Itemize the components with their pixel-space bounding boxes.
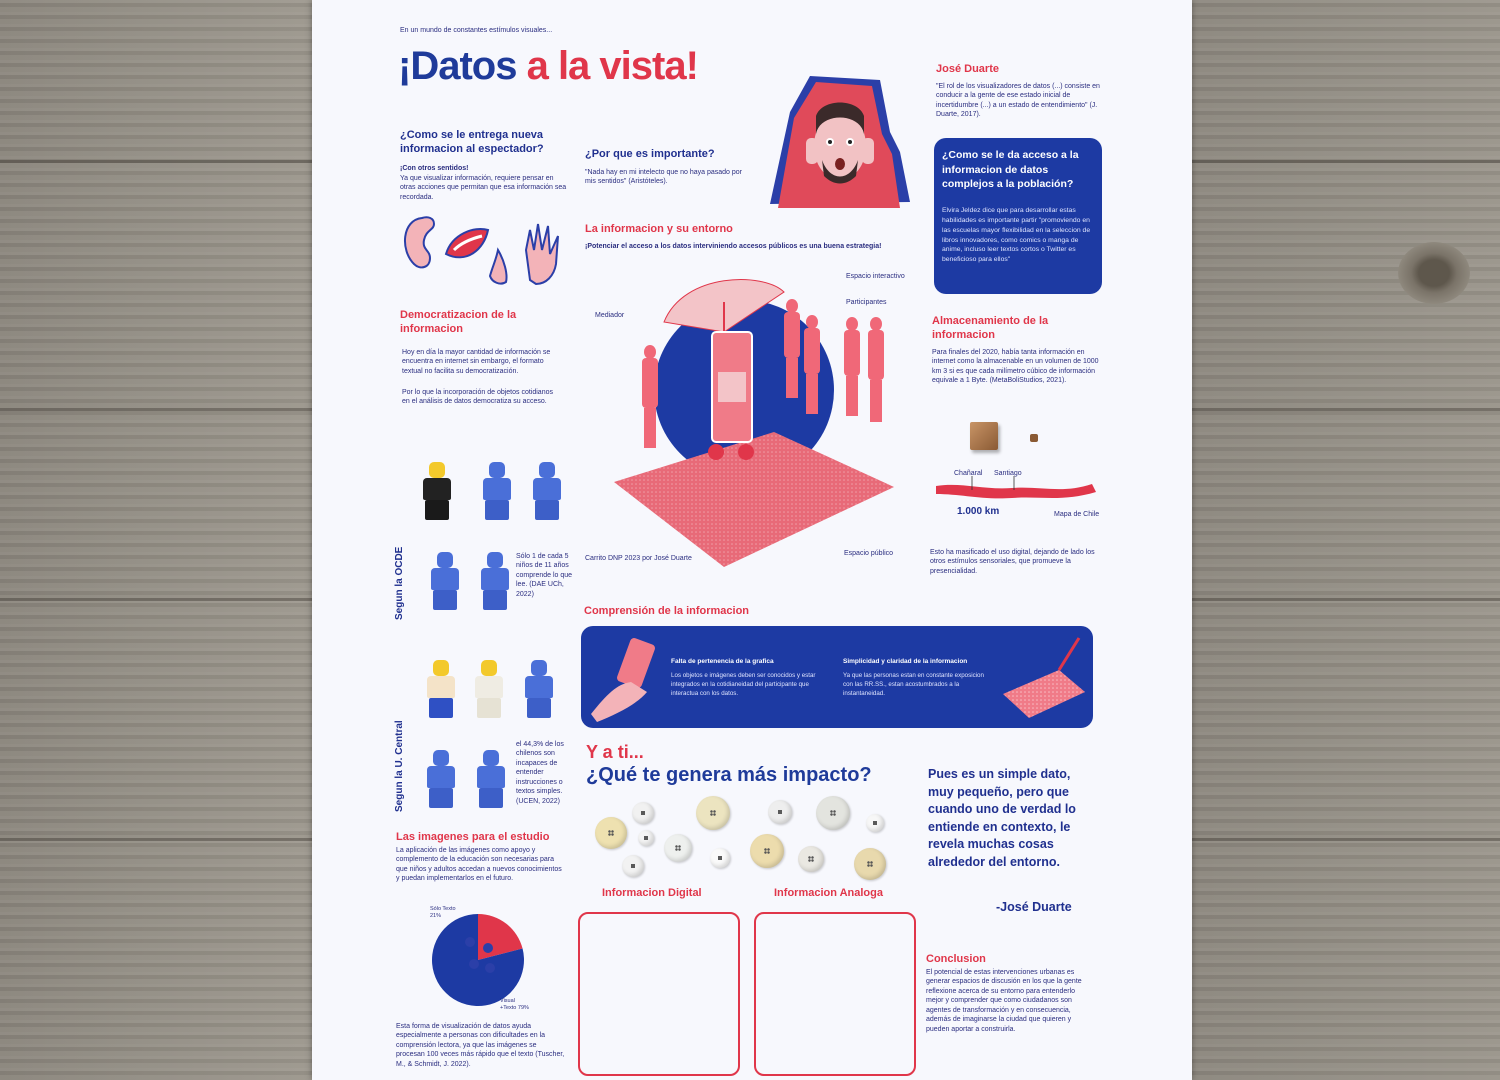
imagenes-heading: Las imagenes para el estudio xyxy=(396,831,550,843)
lego-figure-blue xyxy=(428,552,462,610)
pie-button-hole xyxy=(483,943,493,953)
sewing-button xyxy=(854,848,886,880)
nose-icon xyxy=(488,247,508,285)
pie-button-hole xyxy=(465,937,475,947)
comprension-heading: Comprensión de la informacion xyxy=(584,605,750,617)
grid-pan-icon xyxy=(1003,637,1085,718)
imagenes-body: La aplicación de las imágenes como apoyo… xyxy=(396,847,562,883)
lego-figure-blue xyxy=(478,552,512,610)
access-heading: ¿Como se le da acceso a la informacion d… xyxy=(942,149,1079,191)
cart-credit: Carrito DNP 2023 por José Duarte xyxy=(585,555,692,562)
chile-map xyxy=(936,476,1096,499)
democratizacion-heading: Democratizacion de la informacion xyxy=(400,309,517,336)
label-interactivo: Espacio interactivo xyxy=(846,273,905,280)
comprension-box: Falta de pertenencia de la grafica Los o… xyxy=(581,626,1093,728)
access-body: Elvira Jeldez dice que para desarrollar … xyxy=(942,207,1091,264)
title-part1: ¡Datos xyxy=(398,44,517,88)
sewing-button xyxy=(816,796,850,830)
lego-figure-blue xyxy=(424,750,458,808)
q1-heading: ¿Como se le entrega nueva informacion al… xyxy=(400,129,544,156)
comprension-right-body: Ya que las personas estan en constante e… xyxy=(843,672,984,697)
conclusion-body: El potencial de estas intervenciones urb… xyxy=(926,969,1082,1033)
pie-label-a: Sólo Texto 21% xyxy=(430,906,456,920)
sewing-button xyxy=(710,848,730,868)
poster: En un mundo de constantes estímulos visu… xyxy=(312,0,1192,1080)
label-publico: Espacio público xyxy=(844,550,894,557)
digital-frame[interactable] xyxy=(578,912,740,1076)
pie-label-b: Visual +Texto 79% xyxy=(500,998,529,1012)
lego-figure-blue xyxy=(480,462,514,520)
cart-illustration xyxy=(614,279,894,567)
author-quote: "El rol de los visualizadores de datos (… xyxy=(936,83,1100,119)
label-digital: Informacion Digital xyxy=(602,887,702,899)
senses-illustration xyxy=(403,216,559,286)
comprension-right-title: Simplicidad y claridad de la informacion xyxy=(843,658,968,665)
wood-knot xyxy=(1398,242,1470,304)
mouth-icon xyxy=(444,228,490,259)
map-caption: Mapa de Chile xyxy=(1054,511,1100,518)
ocde-text: Sólo 1 de cada 5 niños de 11 años compre… xyxy=(516,553,573,598)
pie-button-hole xyxy=(469,959,479,969)
lego-figure-real xyxy=(420,462,454,520)
imagenes-footer: Esta forma de visualización de datos ayu… xyxy=(396,1023,565,1068)
lego-figure-blue xyxy=(530,462,564,520)
pie-slice-visual-texto xyxy=(432,914,524,1006)
map-label-chanaral: Chañaral xyxy=(954,470,983,477)
sewing-button xyxy=(664,834,692,862)
pie-chart xyxy=(432,914,524,1006)
sewing-button xyxy=(638,830,654,846)
right-quote: Pues es un simple dato, muy pequeño, per… xyxy=(928,767,1076,869)
label-mediador: Mediador xyxy=(595,312,625,319)
lego-figure-blue xyxy=(522,660,556,718)
ocde-side-label: Segun la OCDE xyxy=(394,546,405,620)
access-box: ¿Como se le da acceso a la informacion d… xyxy=(934,138,1102,294)
central-text: el 44,3% de los chilenos son incapaces d… xyxy=(516,741,564,805)
entorno-sub: ¡Potenciar el acceso a los datos intervi… xyxy=(585,243,882,250)
q1-sub: ¡Con otros sentidos! xyxy=(400,165,469,172)
pie-button-hole xyxy=(485,963,495,973)
comprension-left-title: Falta de pertenencia de la grafica xyxy=(671,658,774,665)
sewing-button xyxy=(696,796,730,830)
analoga-frame[interactable] xyxy=(754,912,916,1076)
ear-icon xyxy=(403,216,436,269)
q2-heading: ¿Por que es importante? xyxy=(585,148,715,160)
central-side-label: Segun la U. Central xyxy=(394,720,405,812)
sewing-button xyxy=(798,846,824,872)
conclusion-heading: Conclusion xyxy=(926,953,986,965)
democratizacion-p1: Hoy en día la mayor cantidad de informac… xyxy=(402,349,551,375)
democratizacion-p2: Por lo que la incorporación de objetos c… xyxy=(402,389,553,406)
hand-icon xyxy=(524,223,559,286)
sewing-button xyxy=(622,855,644,877)
author-portrait xyxy=(760,72,920,212)
sewing-button xyxy=(750,834,784,868)
ytiq-line2: ¿Qué te genera más impacto? xyxy=(586,764,872,786)
title-part2: a la vista! xyxy=(526,44,699,88)
map-label-santiago: Santiago xyxy=(994,470,1022,477)
lego-figure-real xyxy=(424,660,458,718)
almacenamiento-heading: Almacenamiento de la informacion xyxy=(932,315,1049,342)
q2-quote: "Nada hay en mi intelecto que no haya pa… xyxy=(585,169,742,186)
sewing-button xyxy=(866,814,884,832)
sewing-button xyxy=(768,800,792,824)
label-analoga: Informacion Analoga xyxy=(774,887,883,899)
almacenamiento-footer: Esto ha masificado el uso digital, dejan… xyxy=(930,549,1095,575)
poster-title: ¡Datos a la vista! xyxy=(398,44,699,89)
wood-cube xyxy=(970,422,998,450)
tagline: En un mundo de constantes estímulos visu… xyxy=(400,27,553,34)
entorno-heading: La informacion y su entorno xyxy=(585,223,733,235)
right-quote-author: -José Duarte xyxy=(996,900,1072,914)
lego-figure-real xyxy=(472,660,506,718)
phone-hand-icon xyxy=(591,638,655,722)
comprension-left-body: Los objetos e imágenes deben ser conocid… xyxy=(671,672,816,697)
sewing-button xyxy=(595,817,627,849)
sewing-button xyxy=(632,802,654,824)
q1-body: Ya que visualizar información, requiere … xyxy=(400,175,567,201)
ytiq-line1: Y a ti... xyxy=(586,742,644,762)
author-name: José Duarte xyxy=(936,63,999,75)
lego-figure-blue xyxy=(474,750,508,808)
label-participantes: Participantes xyxy=(846,299,887,306)
distance-label: 1.000 km xyxy=(957,506,1000,517)
almacenamiento-body: Para finales del 2020, había tanta infor… xyxy=(932,349,1099,385)
small-cube xyxy=(1030,434,1038,442)
